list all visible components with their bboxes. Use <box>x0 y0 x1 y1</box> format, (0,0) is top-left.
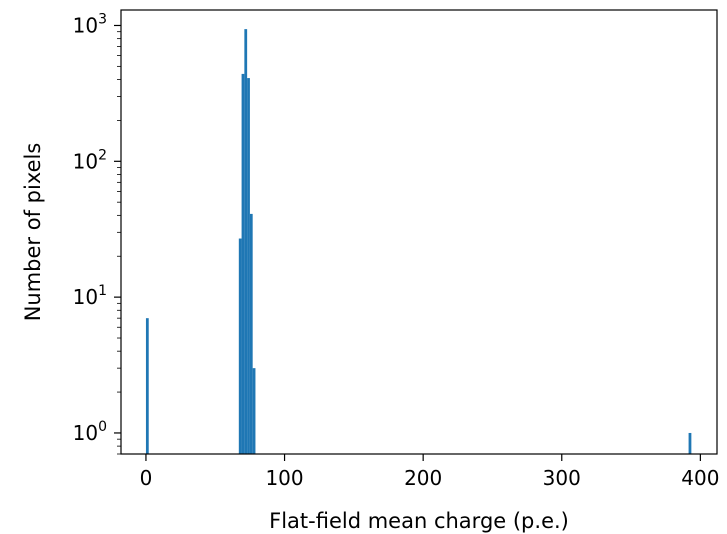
plot-frame <box>120 9 718 455</box>
histogram-bar <box>249 213 253 454</box>
y-tick-label: 100 <box>73 419 107 445</box>
histogram-bar <box>238 238 242 454</box>
histogram-bar <box>688 432 692 454</box>
histogram-bar <box>241 73 245 454</box>
x-tick-label: 200 <box>404 466 442 490</box>
y-tick-label: 101 <box>73 283 107 309</box>
y-tick-label: 103 <box>73 11 107 37</box>
x-tick-label: 100 <box>265 466 303 490</box>
x-tick-label: 0 <box>140 466 153 490</box>
histogram-bar <box>247 78 250 454</box>
histogram-bar <box>252 368 256 454</box>
y-tick-label: 102 <box>73 147 107 173</box>
x-tick-label: 300 <box>543 466 581 490</box>
histogram-bar <box>244 29 248 455</box>
x-axis-label: Flat-field mean charge (p.e.) <box>269 509 569 533</box>
histogram-bar <box>145 318 149 454</box>
y-axis-label: Number of pixels <box>21 143 45 322</box>
x-axis-ticks: 0 100 200 300 400 <box>140 454 719 490</box>
y-axis-ticks: 100 101 102 103 <box>73 11 121 455</box>
histogram-bars <box>145 29 692 455</box>
x-tick-label: 400 <box>681 466 719 490</box>
